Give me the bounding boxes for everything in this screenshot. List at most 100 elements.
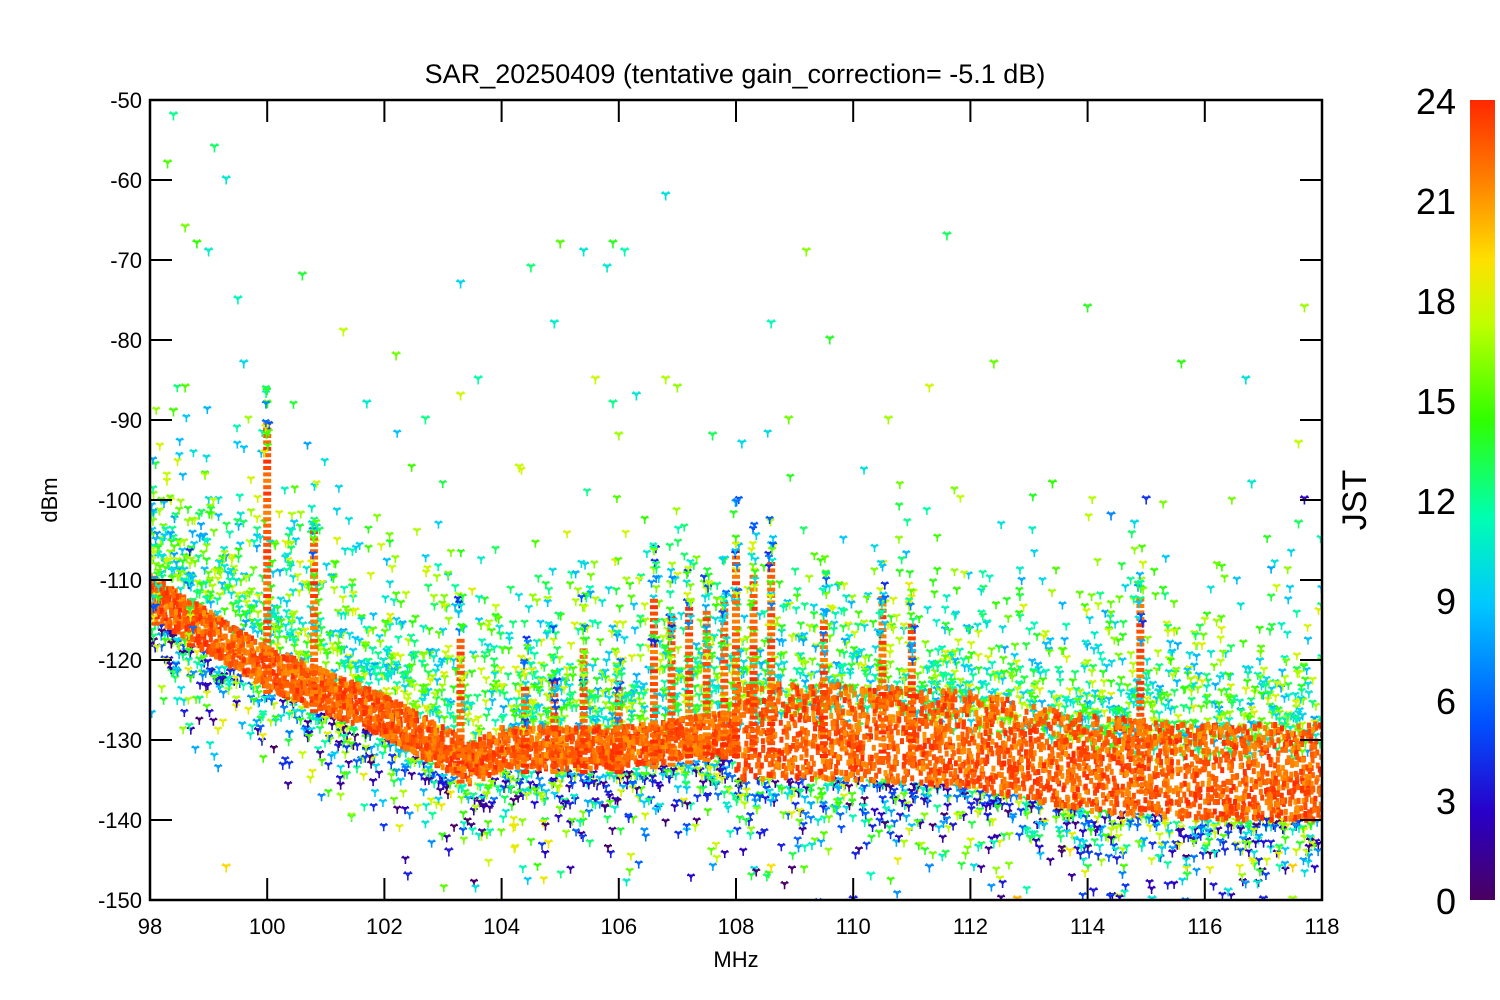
data-point <box>530 651 539 660</box>
data-point <box>544 586 553 595</box>
data-point <box>1058 601 1067 610</box>
data-point <box>434 520 443 529</box>
data-point <box>800 843 809 852</box>
data-point <box>395 823 404 832</box>
data-point <box>369 611 378 621</box>
data-point <box>1045 648 1054 657</box>
data-point <box>364 525 373 534</box>
data-point <box>1143 937 1151 945</box>
data-point <box>183 505 192 514</box>
data-point <box>1243 678 1252 687</box>
data-point <box>640 601 649 611</box>
data-point <box>585 808 594 817</box>
data-point <box>681 772 690 782</box>
data-point <box>1033 632 1042 641</box>
data-point <box>1161 554 1170 563</box>
data-point <box>566 865 575 874</box>
data-point <box>427 839 436 848</box>
data-point <box>973 622 982 631</box>
data-point <box>840 650 849 659</box>
data-point <box>232 577 241 586</box>
data-point <box>1175 790 1180 797</box>
data-point <box>176 498 185 507</box>
data-point <box>1005 802 1014 811</box>
data-point <box>1082 607 1091 616</box>
data-point <box>845 783 854 792</box>
data-point <box>1239 639 1248 648</box>
data-point <box>543 598 552 608</box>
data-point <box>275 568 284 577</box>
data-point <box>1255 625 1264 634</box>
data-point <box>860 466 869 475</box>
data-point <box>350 732 359 742</box>
data-point <box>842 640 851 649</box>
data-point <box>440 715 449 724</box>
data-point <box>1220 574 1229 583</box>
data-point <box>1174 713 1183 722</box>
data-point <box>1059 646 1068 656</box>
data-point <box>927 702 932 709</box>
data-point <box>1210 849 1219 858</box>
data-point <box>257 737 266 746</box>
data-point <box>921 639 930 649</box>
data-point <box>321 660 330 669</box>
data-point <box>541 849 550 859</box>
data-point <box>1036 851 1045 860</box>
data-point <box>895 501 904 511</box>
data-point <box>712 595 721 605</box>
data-point <box>886 830 895 840</box>
data-point <box>739 847 748 856</box>
data-point <box>787 865 796 874</box>
data-point <box>480 650 489 659</box>
data-point <box>810 551 819 561</box>
data-point <box>523 876 532 885</box>
data-point <box>477 666 486 676</box>
data-point <box>1236 601 1245 611</box>
data-point <box>1046 857 1055 866</box>
data-point <box>871 744 876 751</box>
data-point <box>574 586 583 596</box>
data-point <box>1266 627 1275 636</box>
data-point <box>459 810 468 819</box>
data-point <box>598 598 607 607</box>
data-point <box>1226 682 1235 692</box>
data-point <box>348 547 357 556</box>
data-point <box>707 846 716 856</box>
data-point <box>428 811 437 820</box>
data-point <box>1148 724 1153 731</box>
data-point <box>930 589 939 599</box>
data-point <box>583 487 592 497</box>
data-point <box>553 645 562 655</box>
data-point <box>905 569 914 578</box>
data-point <box>364 628 373 637</box>
data-point <box>1067 872 1076 882</box>
data-point <box>1015 565 1024 575</box>
data-point <box>1197 704 1206 713</box>
data-point <box>1004 614 1013 623</box>
data-point <box>775 579 784 589</box>
data-point <box>201 471 210 481</box>
data-point <box>203 405 212 415</box>
data-point <box>626 581 635 590</box>
data-point <box>457 795 466 804</box>
data-point <box>530 800 539 809</box>
data-point <box>487 689 496 698</box>
data-point <box>1068 677 1077 687</box>
data-point <box>809 603 818 612</box>
data-point <box>1265 770 1270 777</box>
data-point <box>491 545 500 554</box>
data-point <box>500 690 509 700</box>
data-point <box>173 696 182 705</box>
data-point <box>369 802 378 812</box>
data-point <box>227 590 236 600</box>
data-point <box>1191 631 1200 641</box>
data-point <box>615 603 624 613</box>
data-point <box>1025 626 1034 636</box>
data-point <box>612 494 621 504</box>
data-point <box>1138 543 1146 553</box>
data-point <box>432 695 441 705</box>
data-point <box>1199 851 1207 860</box>
data-point <box>1115 594 1124 604</box>
data-point <box>506 585 515 594</box>
data-point <box>942 593 951 603</box>
